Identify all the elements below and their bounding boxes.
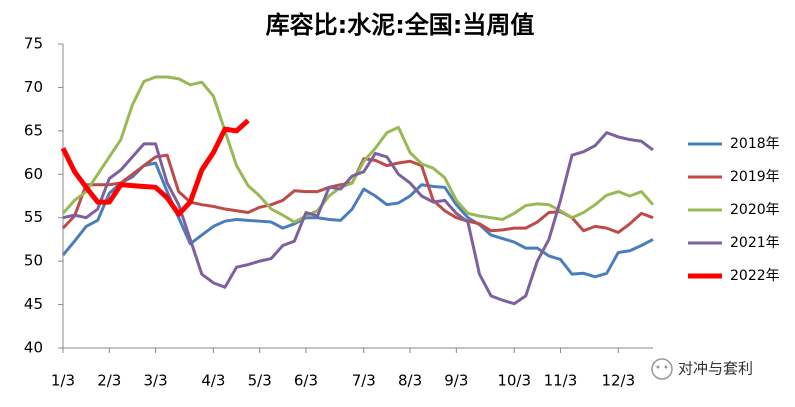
watermark-icon xyxy=(651,358,673,380)
x-tick-label: 1/3 xyxy=(51,372,75,390)
y-tick-label: 55 xyxy=(24,208,43,226)
y-tick-label: 65 xyxy=(24,121,43,139)
legend-label: 2020年 xyxy=(730,202,780,218)
x-tick-label: 10/3 xyxy=(497,372,531,390)
series-line xyxy=(62,131,654,306)
series-line xyxy=(61,75,655,224)
y-tick-label: 70 xyxy=(24,78,43,96)
y-tick-label: 40 xyxy=(24,339,43,357)
legend-label: 2019年 xyxy=(730,169,780,185)
legend-label: 2022年 xyxy=(730,268,780,284)
x-tick-label: 4/3 xyxy=(201,372,225,390)
y-tick-label: 50 xyxy=(24,252,43,270)
x-tick-label: 11/3 xyxy=(544,372,578,390)
watermark: 对冲与套利 xyxy=(678,360,753,378)
y-tick-label: 75 xyxy=(24,35,43,53)
chart-title: 库容比:水泥:全国:当周值 xyxy=(266,11,535,39)
series-line xyxy=(61,161,654,279)
x-tick-label: 6/3 xyxy=(294,372,318,390)
legend-label: 2018年 xyxy=(730,136,780,152)
y-tick-label: 45 xyxy=(24,295,43,313)
x-tick-label: 3/3 xyxy=(143,372,167,390)
series-line xyxy=(61,153,654,234)
x-tick-label: 2/3 xyxy=(97,372,121,390)
x-tick-label: 9/3 xyxy=(444,372,468,390)
x-tick-label: 5/3 xyxy=(248,372,272,390)
x-tick-label: 8/3 xyxy=(398,372,422,390)
legend-label: 2021年 xyxy=(730,235,780,251)
y-tick-label: 60 xyxy=(24,165,43,183)
x-tick-label: 12/3 xyxy=(601,372,635,390)
x-tick-label: 7/3 xyxy=(352,372,376,390)
series-line xyxy=(60,118,250,217)
